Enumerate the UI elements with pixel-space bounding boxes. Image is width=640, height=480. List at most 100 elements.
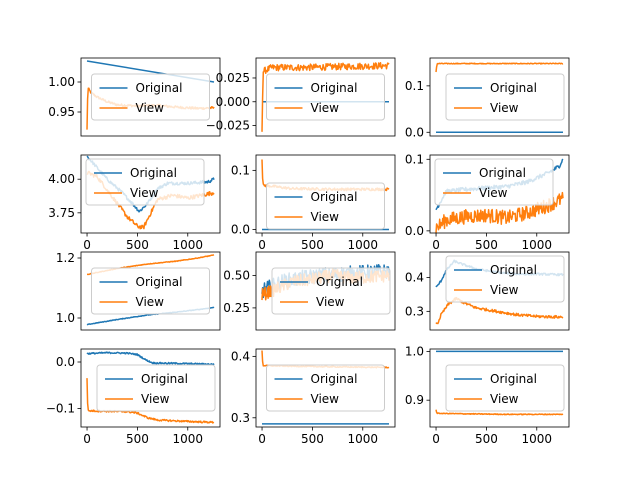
legend: Original View — [266, 364, 385, 412]
axes-frame — [429, 154, 570, 234]
subplot-2: −0.025 0.000 0.025 Original View — [206, 57, 396, 137]
y-tick-label: 0.9 — [405, 393, 424, 407]
y-tick-label: 0.0 — [231, 222, 250, 236]
y-tick-label: 0.25 — [223, 301, 250, 315]
y-tick-label: 3.75 — [48, 206, 75, 220]
legend-label-view: View — [490, 101, 519, 115]
axes-frame — [255, 154, 396, 234]
y-tick-label: 0.95 — [48, 105, 75, 119]
legend: Original View — [85, 158, 205, 206]
x-tick-label: 500 — [475, 238, 498, 252]
legend-label-view: View — [130, 186, 159, 200]
x-tick-label: 500 — [475, 432, 498, 446]
legend-label-view: View — [490, 283, 519, 297]
y-tick-label: 0.1 — [231, 163, 250, 177]
legend-label-original: Original — [130, 166, 177, 180]
axes-frame — [255, 57, 396, 137]
legend-label-view: View — [311, 101, 340, 115]
subplot-1: 0.95 1.00 Original View — [48, 57, 221, 137]
legend-label-original: Original — [136, 81, 183, 95]
x-tick-label: 1000 — [521, 238, 552, 252]
legend-label-view: View — [136, 295, 165, 309]
legend-label-view: View — [311, 210, 340, 224]
subplot-3: 0.0 0.1 Original View — [405, 57, 570, 139]
y-tick-label: 1.00 — [48, 75, 75, 89]
x-tick-label: 0 — [432, 432, 440, 446]
series-line-view — [261, 61, 390, 132]
x-tick-label: 500 — [301, 432, 324, 446]
legend-label-view: View — [479, 186, 508, 200]
legend-label-view: View — [490, 392, 519, 406]
y-tick-label: 0.0 — [56, 355, 75, 369]
legend-label-view: View — [316, 295, 345, 309]
legend-label-original: Original — [316, 275, 363, 289]
y-tick-label: 0.0 — [405, 125, 424, 139]
y-tick-label: 0.4 — [405, 270, 424, 284]
legend: Original View — [445, 255, 565, 303]
axes-frame — [429, 348, 570, 428]
x-tick-label: 1000 — [347, 238, 378, 252]
legend: Original View — [91, 73, 210, 121]
subplot-8: 0.25 0.50 Original View — [223, 251, 396, 331]
y-tick-label: 0.4 — [231, 349, 250, 363]
x-tick-label: 0 — [83, 432, 91, 446]
x-tick-label: 500 — [301, 238, 324, 252]
x-tick-label: 0 — [432, 238, 440, 252]
x-tick-label: 0 — [83, 238, 91, 252]
subplot-6: 0.0 0.1 0 500 1000 Original View — [405, 152, 570, 252]
series-line-view — [435, 191, 564, 233]
legend-label-original: Original — [311, 190, 358, 204]
legend-label-original: Original — [490, 372, 537, 386]
y-tick-label: 0.50 — [223, 268, 250, 282]
plot-area — [435, 350, 564, 416]
y-tick-label: 0.3 — [405, 304, 424, 318]
subplot-11: 0.3 0.4 0 500 1000 Original View — [231, 348, 396, 446]
subplot-9: 0.3 0.4 Original View — [405, 251, 570, 331]
x-tick-label: 1000 — [172, 238, 203, 252]
x-tick-label: 1000 — [521, 432, 552, 446]
legend: Original View — [445, 364, 565, 412]
x-tick-label: 1000 — [347, 432, 378, 446]
y-tick-label: 1.0 — [405, 344, 424, 358]
y-tick-label: −0.1 — [46, 401, 75, 415]
axes-frame — [429, 57, 570, 137]
y-tick-label: 1.2 — [56, 251, 75, 265]
legend-label-original: Original — [136, 275, 183, 289]
series-line-original — [86, 351, 215, 366]
series-line-view — [435, 409, 564, 416]
x-tick-label: 0 — [258, 432, 266, 446]
y-tick-label: 0.3 — [231, 411, 250, 425]
legend-label-original: Original — [490, 263, 537, 277]
subplot-12: 0.9 1.0 0 500 1000 Original View — [405, 344, 570, 446]
legend: Original View — [271, 267, 391, 315]
axes-frame — [80, 251, 221, 331]
axes-frame — [80, 154, 221, 234]
legend-label-original: Original — [141, 372, 188, 386]
legend-label-view: View — [311, 392, 340, 406]
axes-frame — [429, 251, 570, 331]
legend: Original View — [445, 73, 565, 121]
x-tick-label: 500 — [126, 432, 149, 446]
legend-label-original: Original — [479, 166, 526, 180]
legend-label-original: Original — [490, 81, 537, 95]
axes-frame — [255, 251, 396, 331]
legend-label-view: View — [141, 392, 170, 406]
legend: Original View — [96, 364, 216, 412]
legend: Original View — [266, 182, 385, 230]
subplot-5: 0.0 0.1 0 500 1000 Original View — [231, 154, 396, 252]
y-tick-label: 0.1 — [405, 79, 424, 93]
y-tick-label: 0.025 — [216, 71, 250, 85]
y-tick-label: 4.00 — [48, 172, 75, 186]
x-tick-label: 1000 — [172, 432, 203, 446]
series-line-view — [435, 62, 564, 73]
x-tick-label: 500 — [126, 238, 149, 252]
y-tick-label: 0.0 — [405, 224, 424, 238]
legend-label-original: Original — [311, 372, 358, 386]
y-tick-label: 0.1 — [405, 152, 424, 166]
y-tick-label: 0.000 — [216, 95, 250, 109]
legend: Original View — [434, 158, 554, 206]
axes-frame — [255, 348, 396, 428]
legend-label-view: View — [136, 101, 165, 115]
plot-area — [435, 62, 564, 134]
